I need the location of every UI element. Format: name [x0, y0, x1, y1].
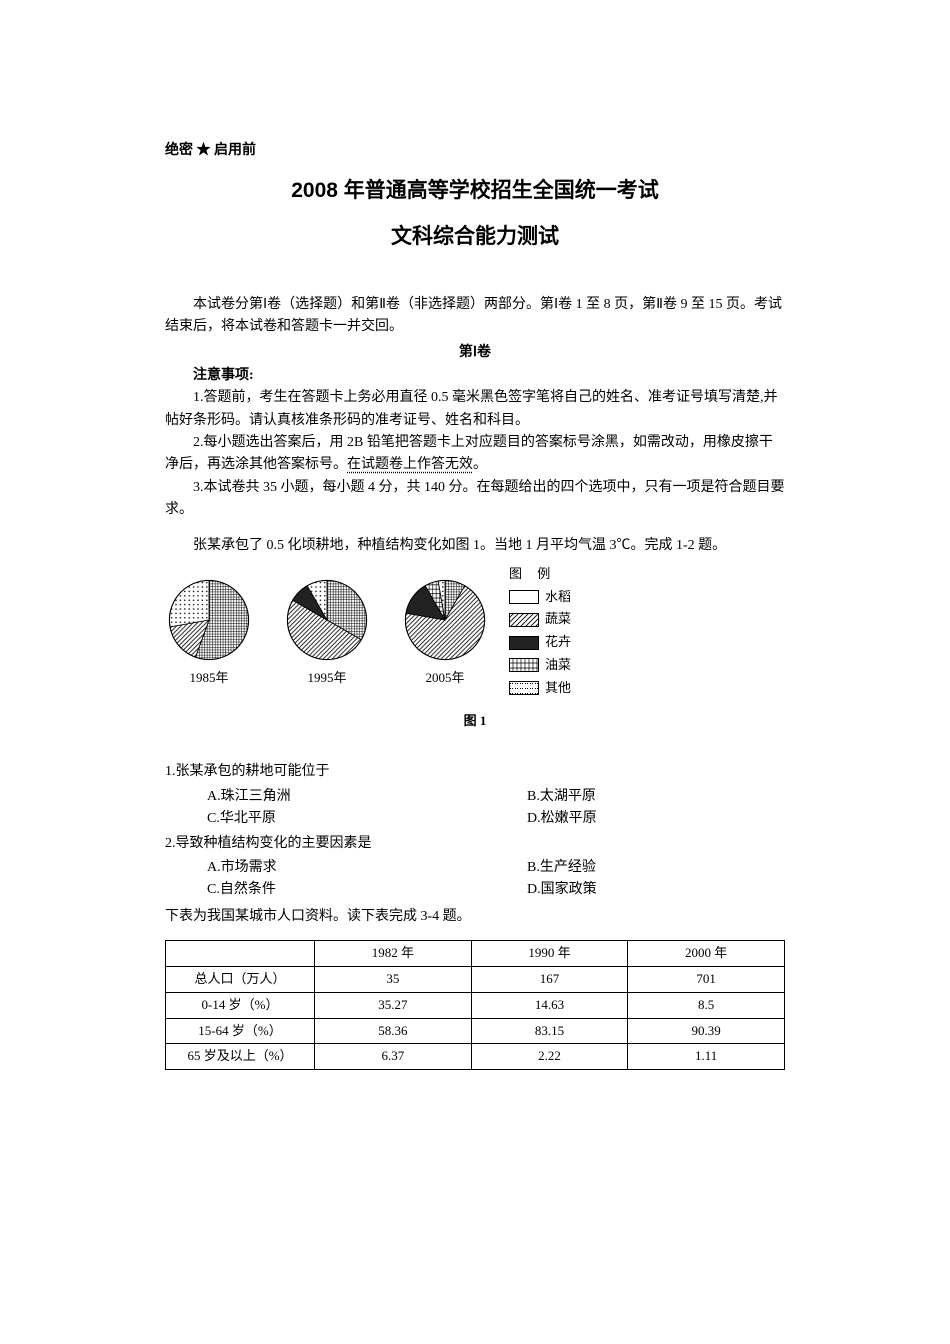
table-header-cell: 1990 年: [471, 941, 628, 967]
legend-row: 其他: [509, 678, 571, 699]
table-header-cell: 2000 年: [628, 941, 785, 967]
legend-label: 其他: [545, 678, 571, 699]
figure-caption: 图 1: [165, 711, 785, 732]
table-cell: 0-14 岁（%）: [166, 992, 315, 1018]
confidential-label: 绝密 ★ 启用前: [165, 140, 785, 162]
legend-swatch-icon: [509, 590, 539, 604]
legend: 图 例 水稻蔬菜花卉油菜其他: [509, 564, 571, 701]
table-row: 总人口（万人）35167701: [166, 966, 785, 992]
main-title: 2008 年普通高等学校招生全国统一考试: [165, 174, 785, 208]
question-2: 2.导致种植结构变化的主要因素是 A.市场需求 B.生产经验 C.自然条件 D.…: [165, 833, 785, 902]
legend-title: 图 例: [509, 564, 571, 585]
note-1: 1.答题前，考生在答题卡上务必用直径 0.5 毫米黑色签字笔将自己的姓名、准考证…: [165, 387, 785, 432]
note-2: 2.每小题选出答案后，用 2B 铅笔把答题卡上对应题目的答案标号涂黑，如需改动，…: [165, 432, 785, 477]
table-cell: 总人口（万人）: [166, 966, 315, 992]
table-cell: 2.22: [471, 1044, 628, 1070]
table-cell: 35: [315, 966, 472, 992]
q1-options-row1: A.珠江三角洲 B.太湖平原: [165, 786, 785, 808]
table-cell: 90.39: [628, 1018, 785, 1044]
table-cell: 8.5: [628, 992, 785, 1018]
notes-header: 注意事项:: [165, 365, 785, 387]
table-cell: 167: [471, 966, 628, 992]
q1-opt-b: B.太湖平原: [527, 786, 785, 808]
table-cell: 15-64 岁（%）: [166, 1018, 315, 1044]
section-label: 第Ⅰ卷: [165, 342, 785, 364]
note-2-underdot: 在试题卷上作答无效: [347, 457, 473, 472]
q2-opt-d: D.国家政策: [527, 879, 785, 901]
table-head: 1982 年1990 年2000 年: [166, 941, 785, 967]
pie-chart-icon: [165, 576, 253, 664]
pie-year-label: 1985年: [189, 668, 228, 689]
table-row: 0-14 岁（%）35.2714.638.5: [166, 992, 785, 1018]
table-header-cell: 1982 年: [315, 941, 472, 967]
legend-row: 花卉: [509, 632, 571, 653]
q1-opt-c: C.华北平原: [207, 808, 527, 830]
table-cell: 35.27: [315, 992, 472, 1018]
table-cell: 58.36: [315, 1018, 472, 1044]
table-header-cell: [166, 941, 315, 967]
q2-opt-c: C.自然条件: [207, 879, 527, 901]
passage-1: 张某承包了 0.5 化顷耕地，种植结构变化如图 1。当地 1 月平均气温 3℃。…: [165, 535, 785, 557]
legend-label: 水稻: [545, 587, 571, 608]
table-cell: 6.37: [315, 1044, 472, 1070]
table-cell: 701: [628, 966, 785, 992]
legend-label: 油菜: [545, 655, 571, 676]
pie-year-label: 1995年: [307, 668, 346, 689]
table-cell: 14.63: [471, 992, 628, 1018]
q1-opt-d: D.松嫩平原: [527, 808, 785, 830]
q1-options-row2: C.华北平原 D.松嫩平原: [165, 808, 785, 830]
population-table: 1982 年1990 年2000 年 总人口（万人）351677010-14 岁…: [165, 940, 785, 1070]
question-1: 1.张某承包的耕地可能位于 A.珠江三角洲 B.太湖平原 C.华北平原 D.松嫩…: [165, 761, 785, 830]
note-3: 3.本试卷共 35 小题，每小题 4 分，共 140 分。在每题给出的四个选项中…: [165, 477, 785, 522]
legend-swatch-icon: [509, 613, 539, 627]
table-cell: 1.11: [628, 1044, 785, 1070]
table-cell: 65 岁及以上（%）: [166, 1044, 315, 1070]
q2-options-row1: A.市场需求 B.生产经验: [165, 857, 785, 879]
table-row: 65 岁及以上（%）6.372.221.11: [166, 1044, 785, 1070]
pie-col: 1995年: [283, 576, 371, 689]
legend-items: 水稻蔬菜花卉油菜其他: [509, 587, 571, 699]
legend-row: 蔬菜: [509, 609, 571, 630]
q2-opt-b: B.生产经验: [527, 857, 785, 879]
legend-swatch-icon: [509, 681, 539, 695]
passage-2: 下表为我国某城市人口资料。读下表完成 3-4 题。: [165, 906, 785, 928]
pie-chart-icon: [401, 576, 489, 664]
pie-row: 1985年 1995年 2005年: [165, 576, 489, 689]
legend-label: 蔬菜: [545, 609, 571, 630]
q1-stem: 1.张某承包的耕地可能位于: [165, 761, 785, 783]
legend-row: 油菜: [509, 655, 571, 676]
table-row: 15-64 岁（%）58.3683.1590.39: [166, 1018, 785, 1044]
pie-chart-icon: [283, 576, 371, 664]
table-cell: 83.15: [471, 1018, 628, 1044]
figure-1: 1985年 1995年 2005年 图 例 水稻蔬菜花卉油菜其他: [165, 564, 785, 701]
q2-stem: 2.导致种植结构变化的主要因素是: [165, 833, 785, 855]
q2-opt-a: A.市场需求: [207, 857, 527, 879]
note-2-post: 。: [473, 457, 487, 472]
legend-label: 花卉: [545, 632, 571, 653]
q2-options-row2: C.自然条件 D.国家政策: [165, 879, 785, 901]
pie-year-label: 2005年: [425, 668, 464, 689]
exam-page: 绝密 ★ 启用前 2008 年普通高等学校招生全国统一考试 文科综合能力测试 本…: [0, 0, 950, 1130]
legend-swatch-icon: [509, 636, 539, 650]
pie-col: 1985年: [165, 576, 253, 689]
sub-title: 文科综合能力测试: [165, 220, 785, 254]
intro-text: 本试卷分第Ⅰ卷（选择题）和第Ⅱ卷（非选择题）两部分。第Ⅰ卷 1 至 8 页，第Ⅱ…: [165, 294, 785, 339]
legend-swatch-icon: [509, 658, 539, 672]
q1-opt-a: A.珠江三角洲: [207, 786, 527, 808]
table-body: 总人口（万人）351677010-14 岁（%）35.2714.638.515-…: [166, 966, 785, 1069]
legend-row: 水稻: [509, 587, 571, 608]
pie-col: 2005年: [401, 576, 489, 689]
